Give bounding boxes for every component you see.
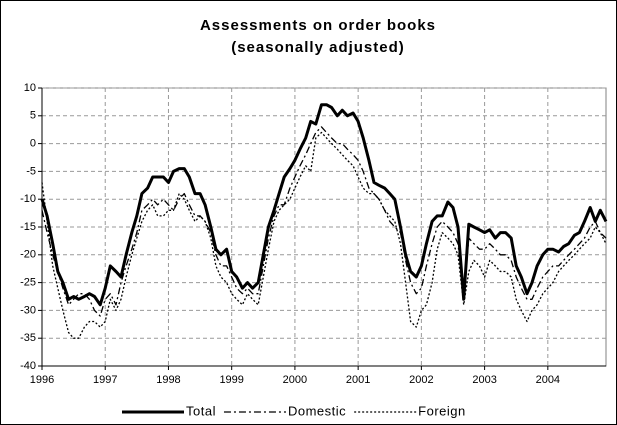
y-tick-label: 10 bbox=[24, 82, 36, 94]
series-line bbox=[40, 103, 608, 307]
x-tick-label: 1998 bbox=[156, 374, 180, 386]
x-tick-label: 2001 bbox=[346, 374, 370, 386]
y-tick-label: -30 bbox=[20, 304, 36, 316]
legend-label: Domestic bbox=[288, 403, 346, 418]
legend-label: Foreign bbox=[418, 403, 466, 418]
x-tick-label: 1999 bbox=[219, 374, 243, 386]
x-tick-label: 2002 bbox=[409, 374, 433, 386]
y-tick-label: -20 bbox=[20, 249, 36, 261]
series-line bbox=[41, 126, 607, 317]
x-tick-label: 2000 bbox=[283, 374, 307, 386]
x-tick-label: 1996 bbox=[30, 374, 54, 386]
y-tick-label: 0 bbox=[30, 138, 36, 150]
series-line bbox=[41, 131, 607, 339]
y-tick-label: -10 bbox=[20, 193, 36, 205]
y-tick-label: -15 bbox=[20, 221, 36, 233]
x-tick-label: 1997 bbox=[93, 374, 117, 386]
x-tick-label: 2003 bbox=[472, 374, 496, 386]
y-tick-label: -5 bbox=[26, 165, 36, 177]
y-tick-label: -40 bbox=[20, 360, 36, 372]
legend-label: Total bbox=[186, 403, 216, 418]
y-tick-label: -35 bbox=[20, 332, 36, 344]
x-tick-label: 2004 bbox=[536, 374, 560, 386]
chart-title: Assessments on order books bbox=[200, 17, 436, 34]
y-tick-label: 5 bbox=[30, 110, 36, 122]
chart-subtitle: (seasonally adjusted) bbox=[231, 39, 405, 56]
y-tick-label: -25 bbox=[20, 277, 36, 289]
